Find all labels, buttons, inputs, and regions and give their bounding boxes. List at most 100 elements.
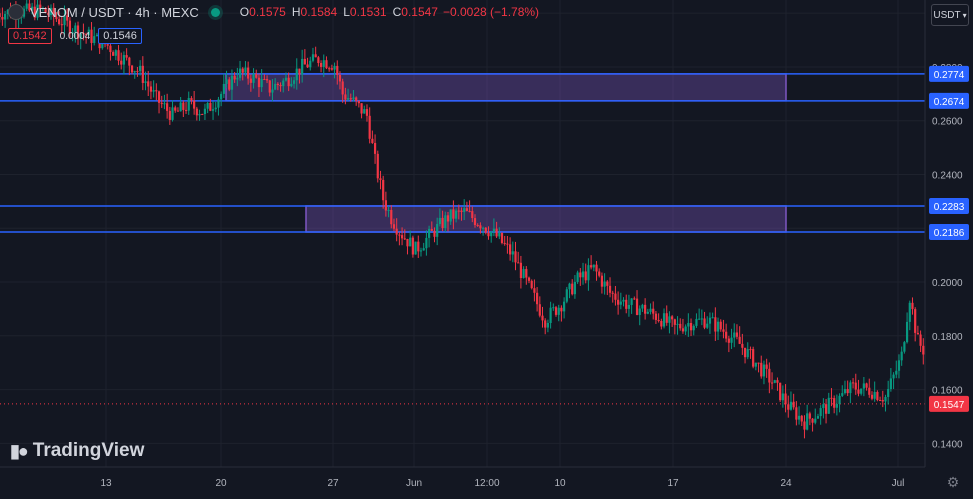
candle-body (730, 337, 733, 343)
symbol-title[interactable]: VENOM / USDT · 4h · MEXC (30, 4, 199, 20)
buy-button[interactable]: 0.1546 (98, 28, 142, 44)
candle-body (241, 68, 244, 73)
candle-body (85, 34, 88, 36)
price-axis-bg (925, 0, 973, 499)
candle-body (741, 343, 744, 348)
spread-value: 0.0004 (59, 30, 91, 42)
candle-body (47, 12, 50, 16)
candle-body (436, 223, 439, 237)
candle-body (363, 109, 366, 114)
candle-body (735, 332, 739, 337)
sell-button[interactable]: 0.1542 (8, 28, 52, 44)
candle-body (120, 60, 123, 65)
candle-body (357, 100, 360, 104)
candle-body (592, 264, 595, 268)
candle-body (341, 81, 344, 95)
candle-body (1, 17, 4, 20)
candle-body (554, 307, 558, 315)
candle-body (916, 332, 919, 335)
open-value: 0.1575 (249, 5, 286, 19)
candle-body (641, 304, 644, 309)
candle-body (63, 15, 66, 26)
candle-body (287, 77, 290, 87)
candle-body (479, 225, 482, 229)
high-label: H (291, 5, 301, 19)
candle-body (125, 55, 128, 58)
horizontal-line-label: 0.2283 (934, 202, 965, 213)
price-axis[interactable]: 0.30000.28000.26000.24000.22000.20000.18… (924, 0, 973, 499)
market-open-dot-icon (210, 7, 220, 17)
candle-body (217, 99, 220, 108)
candle-body (409, 237, 412, 247)
candle-body (587, 265, 590, 281)
candle-body (827, 397, 830, 414)
candle-body (247, 67, 250, 79)
currency-button[interactable]: USDT ▾ (931, 4, 969, 26)
candle-body (206, 103, 209, 109)
candle-body (195, 108, 198, 116)
price-tick-label: 0.2000 (932, 278, 963, 289)
candle-body (725, 331, 728, 339)
time-tick-label: 17 (667, 478, 679, 489)
last-price-label: 0.1547 (934, 400, 965, 411)
candle-body (190, 98, 193, 101)
candle-body (441, 217, 444, 229)
candle-body (781, 393, 784, 401)
candle-body (905, 321, 909, 343)
candle-body (878, 400, 882, 402)
candle-body (39, 4, 42, 9)
candle-body (876, 391, 879, 401)
candle-body (211, 109, 215, 111)
candle-body (695, 318, 698, 326)
candle-body (800, 415, 803, 422)
candle-body (360, 103, 363, 114)
candle-body (149, 86, 153, 92)
candle-body (544, 320, 547, 328)
candles (0, 0, 973, 439)
time-axis[interactable]: 13 20 27 Jun 12:00 10 17 24 Jul (0, 466, 925, 489)
candle-body (298, 68, 301, 75)
time-tick-label: 24 (780, 478, 792, 489)
open-label: O (239, 5, 250, 19)
candle-body (114, 50, 117, 56)
candle-body (657, 319, 660, 321)
candle-body (768, 368, 771, 383)
candle-body (344, 94, 347, 100)
candle-body (857, 389, 860, 394)
candle-body (671, 316, 674, 320)
candle-body (419, 250, 423, 252)
candle-body (487, 232, 490, 237)
tradingview-logo-icon: ▮● (10, 440, 29, 461)
candle-body (727, 338, 730, 343)
candle-body (338, 75, 342, 82)
symbol-legend: VENOM / USDT · 4h · MEXC O 0.1575 H 0.1584… (8, 4, 539, 20)
candle-body (714, 317, 717, 332)
candle-body (403, 238, 406, 240)
candle-body (738, 336, 741, 344)
candle-body (376, 153, 379, 179)
candle-body (139, 65, 142, 72)
candle-body (689, 322, 693, 331)
candle-body (787, 404, 790, 410)
candle-body (760, 362, 763, 377)
candle-body (365, 109, 369, 116)
candle-body (460, 210, 463, 212)
candle-body (198, 114, 201, 116)
candle-body (471, 211, 474, 219)
horizontal-line-badge (929, 92, 969, 109)
gear-icon[interactable]: ⚙ (946, 474, 960, 490)
candle-body (897, 360, 901, 371)
candle-body (182, 102, 185, 110)
horizontal-line-label: 0.2674 (934, 97, 965, 108)
candle-body (814, 418, 817, 423)
candle-body (536, 292, 539, 305)
candle-body (349, 98, 352, 100)
candle-body (868, 387, 871, 395)
candle-body (438, 217, 441, 224)
candle-body (773, 380, 776, 383)
candle-body (533, 288, 536, 293)
price-zone (225, 73, 787, 102)
candle-body (398, 234, 401, 236)
candle-body (236, 77, 239, 80)
